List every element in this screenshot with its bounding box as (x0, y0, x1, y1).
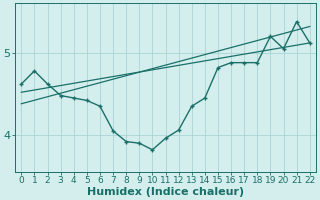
X-axis label: Humidex (Indice chaleur): Humidex (Indice chaleur) (87, 187, 244, 197)
